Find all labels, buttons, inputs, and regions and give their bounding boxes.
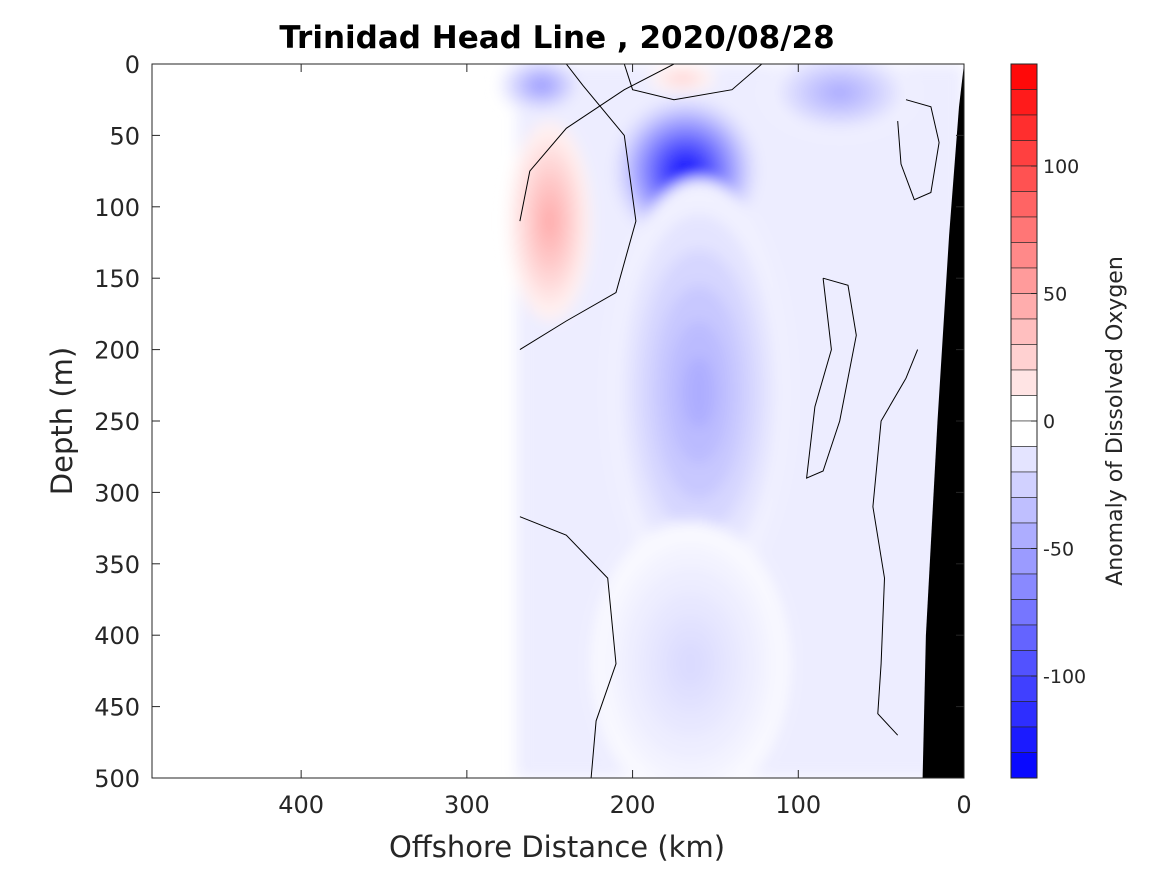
y-tick-label: 100: [94, 194, 140, 222]
x-axis: 400 300 200 100 0: [278, 64, 972, 819]
colorbar-level: [1010, 522, 1038, 549]
zero-contour: [806, 277, 857, 479]
colorbar-level: [1010, 573, 1038, 600]
colorbar-level: [1010, 114, 1038, 141]
x-tick-label: 100: [775, 791, 821, 819]
colorbar-level: [1010, 599, 1038, 626]
field-feature: [683, 356, 715, 429]
field-feature: [827, 85, 853, 100]
colorbar-level: [1010, 624, 1038, 651]
colorbar-tick-label: 0: [1043, 411, 1055, 433]
colorbar-level: [1010, 165, 1038, 192]
anomaly-field: [500, 64, 964, 778]
colorbar-level: [1010, 752, 1038, 779]
colorbar-level: [1010, 89, 1038, 116]
field-feature: [542, 204, 557, 238]
y-tick-label: 500: [94, 765, 140, 793]
x-tick-label: 400: [278, 791, 324, 819]
colorbar-level: [1010, 420, 1038, 447]
colorbar-level: [1010, 650, 1038, 677]
zero-contour: [897, 99, 940, 201]
x-tick-label: 200: [610, 791, 656, 819]
colorbar-level: [1010, 446, 1038, 473]
zero-contour: [519, 516, 617, 778]
colorbar-tick-label: 100: [1043, 156, 1079, 178]
y-tick-label: 300: [94, 479, 140, 507]
colorbar: 100 50 0 -50 -100: [1010, 63, 1086, 779]
zero-contour: [519, 64, 675, 222]
y-tick-label: 200: [94, 337, 140, 365]
seafloor-bathymetry: [922, 64, 964, 778]
colorbar-label: Anomaly of Dissolved Oxygen: [1103, 256, 1128, 586]
zero-contour: [872, 349, 919, 736]
colorbar-level: [1010, 318, 1038, 345]
colorbar-level: [1010, 395, 1038, 422]
y-tick-label: 0: [125, 51, 140, 79]
x-tick-label: 300: [444, 791, 490, 819]
y-axis-label: Depth (m): [45, 347, 79, 495]
colorbar-tick-label: 50: [1043, 284, 1067, 306]
colorbar-level: [1010, 726, 1038, 753]
y-tick-label: 150: [94, 265, 140, 293]
y-tick-label: 400: [94, 622, 140, 650]
chart-title: Trinidad Head Line , 2020/08/28: [279, 20, 834, 56]
colorbar-level: [1010, 471, 1038, 498]
y-tick-label: 250: [94, 408, 140, 436]
y-axis: 0 50 100 150 200 250 300 350 400 450 500: [94, 51, 964, 793]
zero-contour: [623, 64, 763, 101]
colorbar-tick-label: -50: [1043, 539, 1074, 561]
field-feature: [674, 159, 698, 184]
colorbar-level: [1010, 344, 1038, 371]
colorbar-level: [1010, 242, 1038, 269]
y-tick-label: 50: [109, 122, 140, 150]
colorbar-level: [1010, 267, 1038, 294]
colorbar-level: [1010, 548, 1038, 575]
field-feature: [534, 80, 549, 91]
zero-contour: [519, 64, 637, 351]
colorbar-tick-label: -100: [1043, 666, 1086, 688]
colorbar-level: [1010, 701, 1038, 728]
field-feature: [674, 639, 708, 688]
colorbar-level: [1010, 293, 1038, 320]
colorbar-level: [1010, 140, 1038, 167]
colorbar-level: [1010, 216, 1038, 243]
y-tick-label: 450: [94, 694, 140, 722]
colorbar-level: [1010, 369, 1038, 396]
field-feature: [676, 75, 688, 81]
colorbar-level: [1010, 63, 1038, 90]
colorbar-level: [1010, 497, 1038, 524]
colorbar-level: [1010, 675, 1038, 702]
y-tick-label: 350: [94, 551, 140, 579]
x-axis-label: Offshore Distance (km): [389, 830, 725, 864]
x-tick-label: 0: [956, 791, 971, 819]
colorbar-level: [1010, 191, 1038, 218]
